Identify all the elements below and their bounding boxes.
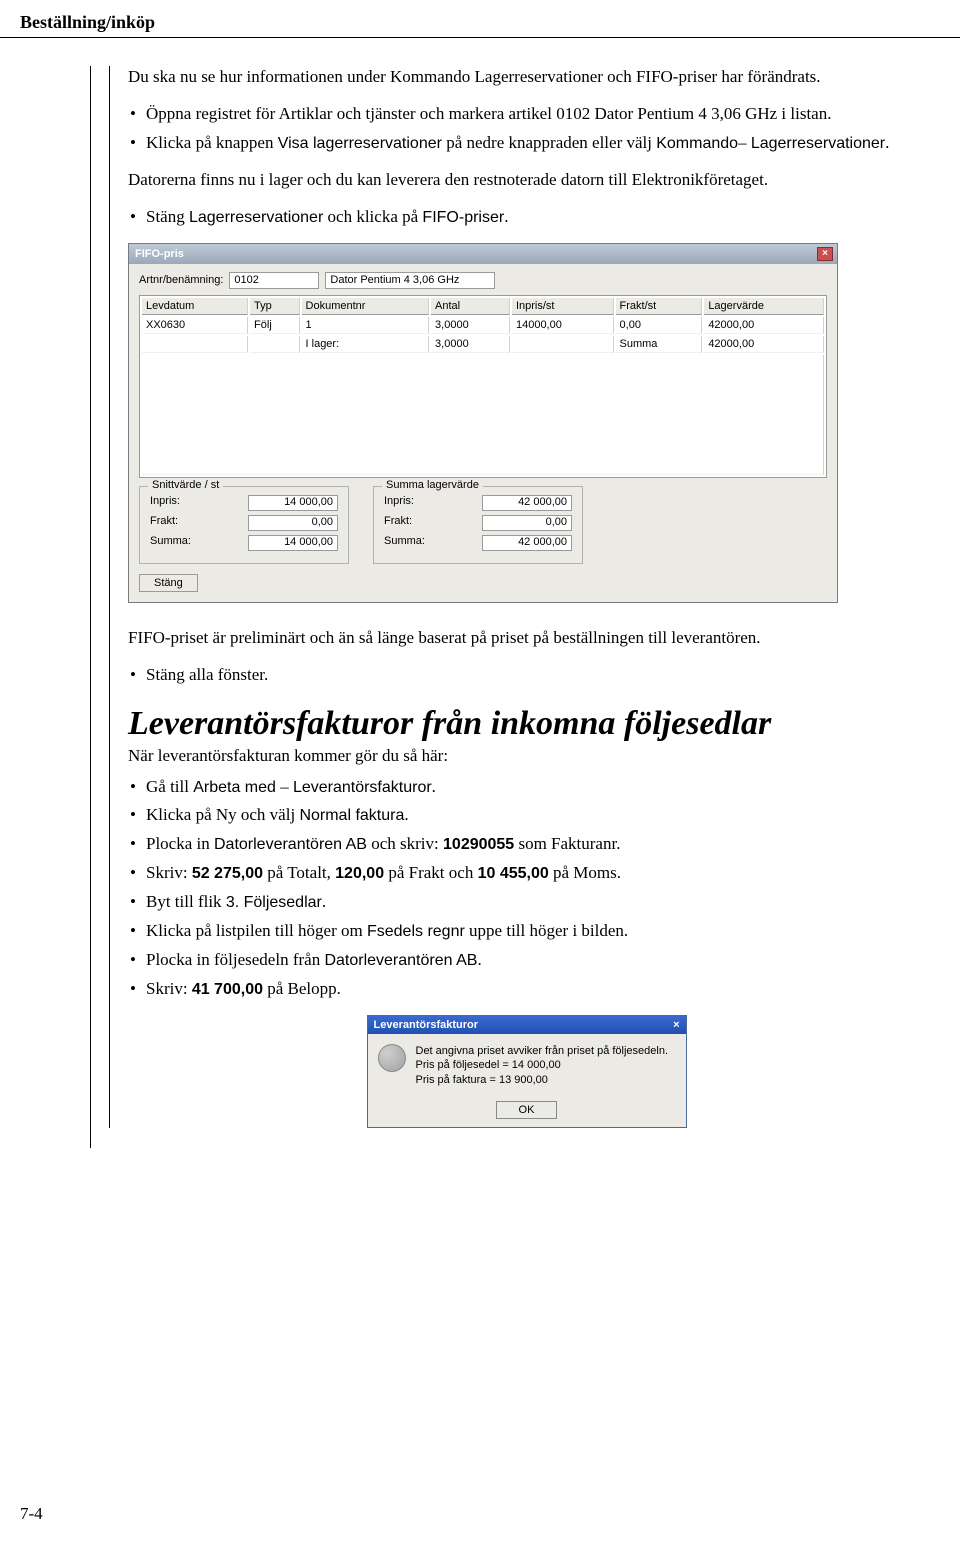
list-item: Plocka in Datorleverantören AB och skriv… (128, 833, 925, 856)
b2-frakt-l: Frakt: (384, 515, 412, 531)
b1-summa-v: 14 000,00 (248, 535, 338, 551)
dlg-line3: Pris på faktura = 13 900,00 (416, 1073, 669, 1087)
list-item: Klicka på Ny och välj Normal faktura. (128, 804, 925, 827)
b1-summa-l: Summa: (150, 535, 191, 551)
page-header: Beställning/inköp (0, 0, 960, 38)
snittvarde-box: Snittvärde / st Inpris:14 000,00 Frakt:0… (139, 486, 349, 564)
alert-dialog: Leverantörsfakturor × Det angivna priset… (367, 1015, 687, 1128)
b2-summa-v: 42 000,00 (482, 535, 572, 551)
dialog-titlebar: Leverantörsfakturor × (368, 1016, 686, 1034)
dialog-text: Det angivna priset avviker från priset p… (416, 1044, 669, 1087)
sub-para: När leverantörsfakturan kommer gör du så… (128, 745, 925, 768)
info-icon (378, 1044, 406, 1072)
fifo-window: FIFO-pris × Artnr/benämning: 0102 Dator … (128, 243, 838, 603)
bullets-2: Stäng Lagerreservationer och klicka på F… (128, 206, 925, 229)
b1-inpris-v: 14 000,00 (248, 495, 338, 511)
artname-input[interactable]: Dator Pentium 4 3,06 GHz (325, 272, 495, 289)
list-item: Stäng Lagerreservationer och klicka på F… (128, 206, 925, 229)
para-3: FIFO-priset är preliminärt och än så län… (128, 627, 925, 650)
stang-button[interactable]: Stäng (139, 574, 198, 592)
bullets-3: Stäng alla fönster. (128, 664, 925, 687)
list-item: Plocka in följesedeln från Datorleverant… (128, 949, 925, 972)
list-item: Klicka på listpilen till höger om Fsedel… (128, 920, 925, 943)
fifo-titlebar: FIFO-pris × (129, 244, 837, 264)
artnr-label: Artnr/benämning: (139, 274, 223, 286)
dialog-close-icon[interactable]: × (673, 1019, 679, 1031)
dlg-line2: Pris på följesedel = 14 000,00 (416, 1058, 669, 1072)
summa-val: 42000,00 (704, 336, 824, 353)
dlg-line1: Det angivna priset avviker från priset p… (416, 1044, 669, 1058)
b2-inpris-v: 42 000,00 (482, 495, 572, 511)
b1-frakt-l: Frakt: (150, 515, 178, 531)
section-heading: Leverantörsfakturor från inkomna följese… (128, 705, 925, 743)
content-inner: Du ska nu se hur informationen under Kom… (109, 66, 925, 1128)
b2-frakt-v: 0,00 (482, 515, 572, 531)
list-item: Klicka på knappen Visa lagerreservatione… (128, 132, 925, 155)
list-item: Stäng alla fönster. (128, 664, 925, 687)
ilager-label: I lager: (302, 336, 430, 353)
content-outer: Du ska nu se hur informationen under Kom… (90, 66, 925, 1148)
fifo-grid: LevdatumTypDokumentnrAntalInpris/stFrakt… (139, 295, 827, 478)
list-item: Skriv: 41 700,00 på Belopp. (128, 978, 925, 1001)
artnr-input[interactable]: 0102 (229, 272, 319, 289)
summa-label: Summa (616, 336, 703, 353)
bullets-4: Gå till Arbeta med – Leverantörsfakturor… (128, 776, 925, 1002)
ok-button[interactable]: OK (496, 1101, 558, 1119)
list-item: Skriv: 52 275,00 på Totalt, 120,00 på Fr… (128, 862, 925, 885)
list-item: Gå till Arbeta med – Leverantörsfakturor… (128, 776, 925, 799)
fifo-title: FIFO-pris (135, 248, 184, 260)
b2-summa-l: Summa: (384, 535, 425, 551)
box2-legend: Summa lagervärde (382, 479, 483, 491)
ilager-antal: 3,0000 (431, 336, 510, 353)
b1-inpris-l: Inpris: (150, 495, 180, 511)
intro-para: Du ska nu se hur informationen under Kom… (128, 66, 925, 89)
box1-legend: Snittvärde / st (148, 479, 223, 491)
dialog-title: Leverantörsfakturor (374, 1019, 479, 1031)
close-icon[interactable]: × (817, 247, 833, 261)
list-item: Byt till flik 3. Följesedlar. (128, 891, 925, 914)
page-number: 7-4 (20, 1504, 43, 1524)
b1-frakt-v: 0,00 (248, 515, 338, 531)
bullets-1: Öppna registret för Artiklar och tjänste… (128, 103, 925, 155)
para-2: Datorerna finns nu i lager och du kan le… (128, 169, 925, 192)
list-item: Öppna registret för Artiklar och tjänste… (128, 103, 925, 126)
b2-inpris-l: Inpris: (384, 495, 414, 511)
summalager-box: Summa lagervärde Inpris:42 000,00 Frakt:… (373, 486, 583, 564)
